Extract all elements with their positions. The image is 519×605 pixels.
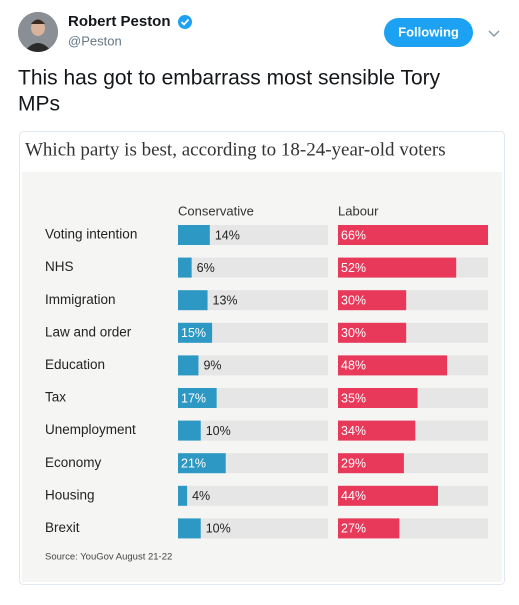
category-label: Education bbox=[45, 357, 105, 372]
category-label: Economy bbox=[45, 455, 102, 470]
bar bbox=[338, 290, 407, 311]
value-label: 30% bbox=[341, 293, 366, 307]
value-label: 52% bbox=[341, 261, 366, 275]
value-label: 27% bbox=[341, 522, 366, 536]
value-label: 35% bbox=[341, 391, 366, 405]
category-label: Housing bbox=[45, 487, 95, 502]
value-label: 15% bbox=[181, 326, 206, 340]
bar-track bbox=[178, 485, 328, 506]
value-label: 17% bbox=[181, 391, 206, 405]
bar-track bbox=[178, 518, 328, 539]
value-label: 13% bbox=[213, 293, 238, 307]
value-label: 66% bbox=[341, 228, 366, 242]
bar bbox=[338, 453, 404, 474]
menu-chevron[interactable] bbox=[488, 30, 500, 38]
user-name[interactable]: Robert Peston bbox=[68, 13, 171, 30]
value-label: 4% bbox=[192, 489, 210, 503]
follow-button-label[interactable]: Following bbox=[398, 24, 459, 39]
legend-label: Conservative bbox=[178, 203, 254, 218]
bar-track bbox=[178, 290, 328, 311]
bar bbox=[178, 485, 188, 506]
bar bbox=[178, 322, 213, 343]
value-label: 44% bbox=[341, 489, 366, 503]
category-label: NHS bbox=[45, 259, 74, 274]
value-label: 9% bbox=[203, 359, 221, 373]
value-label: 21% bbox=[181, 456, 206, 470]
category-label: Voting intention bbox=[45, 227, 137, 242]
category-label: Unemployment bbox=[45, 422, 136, 437]
category-label: Tax bbox=[45, 390, 66, 405]
tweet-text: This has got to embarrass most sensible … bbox=[18, 67, 441, 90]
bar bbox=[178, 290, 208, 311]
avatar[interactable] bbox=[18, 12, 58, 52]
tweet-text: MPs bbox=[18, 93, 60, 116]
value-label: 48% bbox=[341, 359, 366, 373]
bar bbox=[338, 355, 448, 376]
bar bbox=[178, 225, 210, 245]
category-label: Brexit bbox=[45, 520, 80, 535]
legend-label: Labour bbox=[338, 203, 379, 218]
verified-badge bbox=[178, 15, 192, 29]
chart-source: Source: YouGov August 21-22 bbox=[45, 552, 172, 563]
bar-track bbox=[178, 355, 328, 376]
bar bbox=[338, 225, 488, 245]
bar-track bbox=[178, 322, 328, 343]
value-label: 10% bbox=[206, 522, 231, 536]
follow-button[interactable] bbox=[384, 18, 473, 47]
bar bbox=[338, 388, 418, 408]
bar bbox=[178, 388, 217, 408]
value-label: 34% bbox=[341, 424, 366, 438]
bar bbox=[338, 257, 457, 278]
bar bbox=[178, 420, 201, 441]
user-handle[interactable]: @Peston bbox=[68, 33, 122, 48]
bar bbox=[338, 420, 416, 441]
bar bbox=[178, 355, 199, 376]
bar bbox=[338, 518, 400, 539]
bar-track bbox=[178, 225, 328, 245]
bar-track bbox=[178, 257, 328, 278]
bar bbox=[178, 518, 201, 539]
value-label: 6% bbox=[197, 261, 215, 275]
bar bbox=[178, 257, 192, 278]
value-label: 30% bbox=[341, 326, 366, 340]
value-label: 14% bbox=[215, 228, 240, 242]
bar bbox=[338, 322, 407, 343]
category-label: Law and order bbox=[45, 324, 132, 339]
chart-title: Which party is best, according to 18-24-… bbox=[25, 139, 446, 160]
value-label: 10% bbox=[206, 424, 231, 438]
bar-track bbox=[178, 420, 328, 441]
bar bbox=[178, 453, 226, 474]
value-label: 29% bbox=[341, 456, 366, 470]
bar bbox=[338, 485, 438, 506]
category-label: Immigration bbox=[45, 292, 116, 307]
